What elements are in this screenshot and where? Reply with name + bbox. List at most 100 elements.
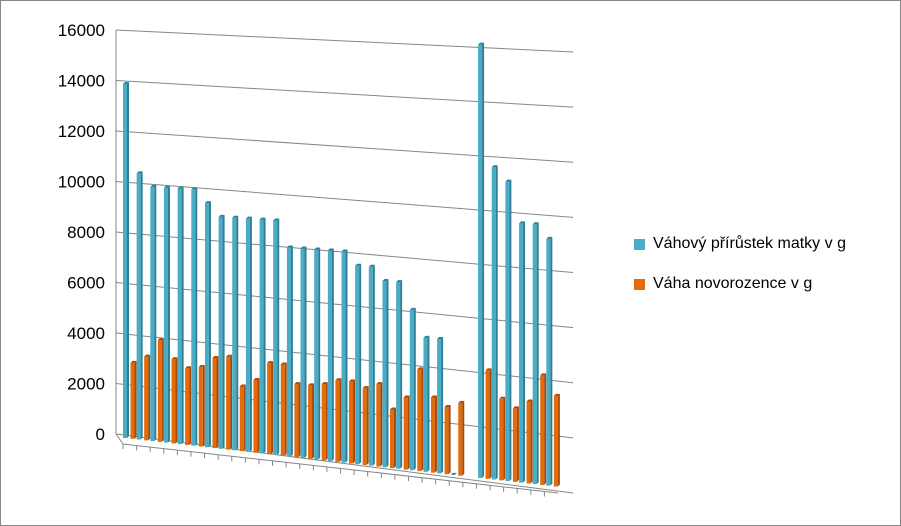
- bar-top: [450, 472, 457, 475]
- bar-top: [341, 249, 348, 252]
- bar-mother: [478, 44, 483, 478]
- bar-newborn: [430, 397, 435, 473]
- bar-top: [478, 42, 485, 45]
- bar-top: [430, 395, 437, 398]
- bar-side: [304, 246, 307, 458]
- y-tick-label: 4000: [67, 324, 105, 343]
- bar-side: [448, 404, 451, 475]
- bar-side: [536, 222, 539, 485]
- bar-mother: [314, 249, 319, 460]
- legend-item-series-1: Váhový přírůstek matky v g: [634, 234, 846, 254]
- bar-top: [335, 378, 342, 381]
- bar-top: [403, 395, 410, 398]
- bar-top: [409, 307, 416, 310]
- bar-side: [345, 249, 348, 463]
- legend: Váhový přírůstek matky v g Váha novoroze…: [634, 234, 846, 314]
- bar-mother: [437, 339, 442, 474]
- bar-newborn: [417, 369, 422, 472]
- bar-top: [499, 396, 506, 399]
- bar-side: [339, 378, 342, 462]
- bar-side: [421, 367, 424, 472]
- bar-mother: [546, 238, 551, 486]
- bar-top: [171, 357, 178, 360]
- bar-top: [321, 382, 328, 385]
- bar-side: [359, 263, 362, 465]
- y-tick-label: 10000: [58, 173, 105, 192]
- bar-mother: [218, 216, 223, 449]
- bar-top: [382, 279, 389, 282]
- bar-newborn: [389, 409, 394, 469]
- bar-side: [366, 386, 369, 465]
- gridline: [115, 80, 574, 108]
- bar-side: [325, 382, 328, 461]
- bar-newborn: [403, 397, 408, 470]
- bar-top: [308, 383, 315, 386]
- bar-side: [134, 360, 137, 439]
- y-tick-label: 12000: [58, 122, 105, 141]
- bar-top: [417, 367, 424, 370]
- bar-top: [368, 264, 375, 267]
- bar-side: [222, 214, 225, 449]
- bar-side: [284, 362, 287, 456]
- y-tick-label: 6000: [67, 274, 105, 293]
- bar-newborn: [280, 364, 285, 456]
- bar-mother: [163, 187, 168, 443]
- bar-top: [444, 404, 451, 407]
- bar-top: [150, 184, 157, 187]
- bar-newborn: [239, 386, 244, 452]
- bar-side: [148, 354, 151, 441]
- bar-side: [489, 368, 492, 479]
- bar-top: [540, 373, 547, 376]
- bar-newborn: [144, 356, 149, 441]
- bar-side: [413, 307, 416, 471]
- bar-side: [434, 395, 437, 473]
- bar-side: [380, 382, 383, 467]
- bar-top: [226, 354, 233, 357]
- bar-newborn: [553, 395, 558, 487]
- bar-top: [259, 217, 266, 220]
- bar-side: [441, 337, 444, 474]
- bar-top: [280, 362, 287, 365]
- bar-top: [553, 393, 560, 396]
- bar-mother: [382, 281, 387, 468]
- bar-top: [273, 218, 280, 221]
- bar-top: [163, 185, 170, 188]
- bar-newborn: [321, 384, 326, 461]
- bar-mother: [355, 265, 360, 465]
- gridline: [115, 181, 574, 218]
- bar-side: [290, 245, 293, 457]
- bar-newborn: [499, 398, 504, 481]
- bar-mother: [532, 224, 537, 485]
- bar-side: [140, 171, 143, 440]
- bar-top: [532, 222, 539, 225]
- bar-top: [491, 165, 498, 168]
- bar-top: [423, 335, 430, 338]
- bar-side: [372, 264, 375, 466]
- bar-top: [177, 186, 184, 189]
- bar-side: [523, 221, 526, 483]
- bar-side: [400, 280, 403, 469]
- bar-side: [161, 338, 164, 442]
- bar-newborn: [485, 370, 490, 479]
- bar-top: [157, 338, 164, 341]
- bar-side: [331, 248, 334, 462]
- bar-top: [389, 407, 396, 410]
- floor-left-edge: [115, 433, 124, 445]
- bar-newborn: [157, 340, 162, 442]
- bar-top: [267, 361, 274, 364]
- bar-newborn: [267, 363, 272, 455]
- bar-mother: [177, 188, 182, 445]
- bar-side: [249, 216, 252, 452]
- bar-side: [243, 384, 246, 452]
- bar-side: [462, 400, 465, 476]
- bar-top: [123, 82, 129, 85]
- bar-newborn: [349, 381, 354, 464]
- bar-mother: [368, 266, 373, 466]
- bar-newborn: [294, 384, 299, 458]
- bar-side: [298, 382, 301, 458]
- bar-mother: [327, 250, 332, 462]
- bar-mother: [232, 217, 237, 451]
- bar-mother: [491, 167, 496, 480]
- bar-side: [393, 407, 396, 469]
- bar-top: [376, 382, 383, 385]
